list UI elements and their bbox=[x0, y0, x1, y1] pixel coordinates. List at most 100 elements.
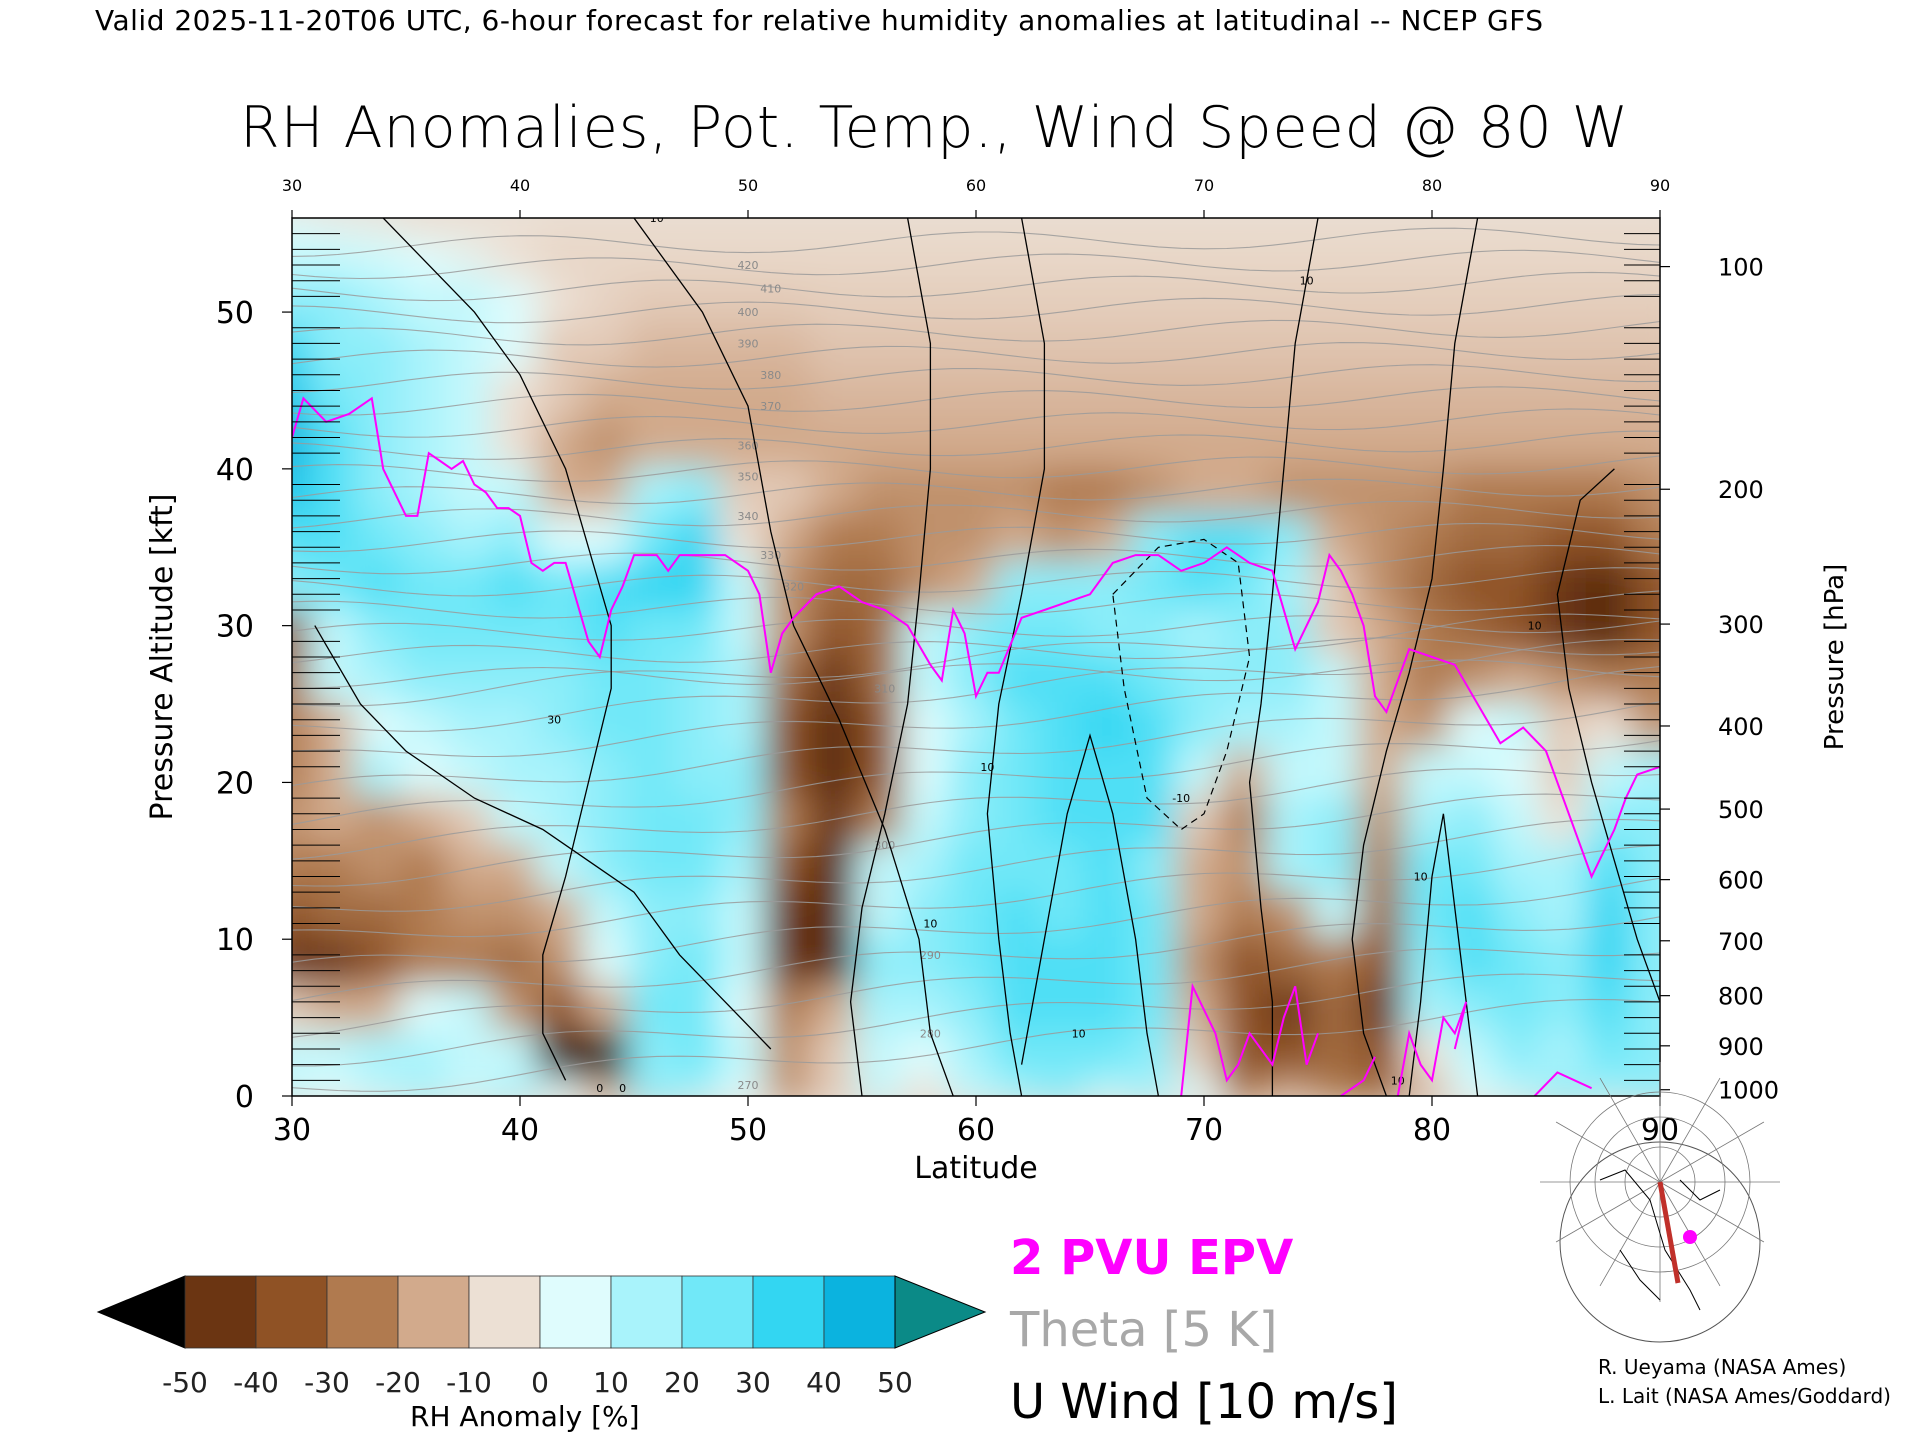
colorbar-tick-label: 30 bbox=[735, 1366, 771, 1399]
x-tick-label: 40 bbox=[501, 1113, 539, 1148]
epv-fragment bbox=[1180, 982, 1319, 1096]
colorbar-swatch bbox=[397, 1275, 470, 1349]
x-top-tick-label: 60 bbox=[966, 176, 986, 195]
rh-cell bbox=[1038, 218, 1096, 240]
theta-isoline bbox=[292, 567, 1660, 597]
y-right-tick-label: 500 bbox=[1718, 796, 1764, 824]
y-tick-label: 20 bbox=[216, 766, 254, 801]
theta-isoline bbox=[292, 544, 1660, 575]
map-meridian bbox=[1659, 1077, 1721, 1183]
x-tick-label: 80 bbox=[1413, 1113, 1451, 1148]
theta-isoline bbox=[292, 637, 1660, 664]
rh-cell bbox=[445, 218, 504, 240]
rh-cell bbox=[400, 218, 458, 240]
u-wind-isoline bbox=[382, 218, 612, 1081]
colorbar-swatch bbox=[823, 1275, 896, 1349]
theta-label: 360 bbox=[738, 439, 759, 452]
y-right-tick-label: 300 bbox=[1718, 611, 1764, 639]
rh-cell bbox=[582, 218, 640, 240]
theta-isoline bbox=[292, 408, 1660, 438]
map-meridian bbox=[1555, 1121, 1661, 1183]
y-tick-label: 40 bbox=[216, 453, 254, 488]
theta-isoline bbox=[292, 665, 1660, 758]
colorbar-tick-label: 10 bbox=[593, 1366, 629, 1399]
theta-isoline bbox=[292, 522, 1660, 553]
u-wind-isoline bbox=[986, 218, 1046, 1096]
x-top-tick-label: 80 bbox=[1422, 176, 1442, 195]
colorbar-swatch bbox=[752, 1275, 825, 1349]
theta-isoline bbox=[292, 998, 1660, 1092]
y-tick-label: 0 bbox=[235, 1080, 254, 1115]
rh-cell bbox=[308, 218, 367, 240]
legend-wind: U Wind [10 m/s] bbox=[1010, 1374, 1399, 1430]
theta-label: 340 bbox=[738, 510, 759, 523]
epv-2pvu-layer bbox=[292, 396, 1660, 1096]
theta-isoline bbox=[292, 818, 1660, 912]
u-wind-isoline bbox=[849, 218, 932, 1096]
x-top-tick-label: 30 bbox=[282, 176, 302, 195]
colorbar-tick-label: 20 bbox=[664, 1366, 700, 1399]
u-wind-label: 10 bbox=[980, 761, 994, 774]
rh-cell bbox=[1084, 218, 1142, 240]
colorbar-swatch bbox=[184, 1275, 257, 1349]
theta-isoline bbox=[292, 319, 1660, 346]
map-meridian bbox=[1659, 1181, 1765, 1243]
y-right-tick-label: 900 bbox=[1718, 1033, 1764, 1061]
x-top-tick-label: 90 bbox=[1650, 176, 1670, 195]
colorbar-swatch bbox=[255, 1275, 328, 1349]
epv-fragment bbox=[1340, 1056, 1376, 1096]
theta-isoline bbox=[292, 500, 1660, 529]
theta-isoline bbox=[292, 701, 1660, 787]
y-tick-label: 50 bbox=[216, 296, 254, 331]
u-wind-negative-isoline bbox=[1112, 538, 1251, 831]
theta-isoline bbox=[292, 249, 1660, 280]
theta-label: 410 bbox=[760, 283, 781, 296]
colorbar-tick-label: -10 bbox=[446, 1366, 492, 1399]
colorbar-under-arrow bbox=[96, 1275, 186, 1349]
rh-cell bbox=[1175, 218, 1233, 240]
y-right-tick-label: 700 bbox=[1718, 928, 1764, 956]
x-axis-label: Latitude bbox=[914, 1151, 1037, 1186]
rh-cell bbox=[536, 218, 595, 240]
theta-label: 300 bbox=[874, 839, 895, 852]
theta-isoline bbox=[292, 659, 1660, 689]
u-wind-isoline bbox=[633, 218, 954, 1096]
field-cells bbox=[292, 218, 1660, 1096]
rh-cell bbox=[1357, 218, 1416, 240]
colorbar-tick-label: -40 bbox=[233, 1366, 279, 1399]
theta-label: 400 bbox=[738, 306, 759, 319]
colorbar-swatch bbox=[610, 1275, 683, 1349]
rh-cell bbox=[354, 218, 412, 240]
rh-cell bbox=[1266, 218, 1324, 240]
colorbar: -50 -40 -30 -20 -10 0 10 20 30 40 50 bbox=[96, 1275, 987, 1399]
map-marker bbox=[1683, 1230, 1697, 1244]
axes: 30 30 40 40 50 50 60 60 70 70 80 80 90 900 10 20 30 40 50 1… bbox=[145, 176, 1850, 1186]
theta-isoline bbox=[292, 227, 1660, 257]
map-meridian bbox=[1599, 1077, 1661, 1183]
y-right-tick-label: 1000 bbox=[1718, 1077, 1779, 1105]
theta-label: 370 bbox=[760, 400, 781, 413]
y-tick-label: 30 bbox=[216, 610, 254, 645]
colorbar-tick-label: 40 bbox=[806, 1366, 842, 1399]
rh-cell bbox=[856, 218, 914, 240]
y-right-tick-label: 200 bbox=[1718, 476, 1764, 504]
colorbar-tick-label: 50 bbox=[877, 1366, 913, 1399]
map-meridian bbox=[1659, 1121, 1765, 1183]
x-top-tick-label: 40 bbox=[510, 176, 530, 195]
credit-lait: L. Lait (NASA Ames/Goddard) bbox=[1598, 1384, 1891, 1408]
map-transect bbox=[1657, 1181, 1681, 1284]
theta-isoline bbox=[292, 342, 1660, 368]
y-axis-label-left: Pressure Altitude [kft] bbox=[145, 494, 180, 821]
x-top-tick-label: 70 bbox=[1194, 176, 1214, 195]
u-wind-isoline bbox=[1020, 733, 1160, 1096]
theta-isoline bbox=[292, 271, 1660, 302]
u-wind-label: 10 bbox=[1414, 871, 1428, 884]
theta-contours: 2702802903003103203303403503603703803904… bbox=[292, 227, 1660, 1092]
theta-isoline bbox=[292, 739, 1660, 825]
x-tick-label: 70 bbox=[1185, 1113, 1223, 1148]
theta-isoline bbox=[292, 430, 1660, 460]
y-right-tick-label: 800 bbox=[1718, 983, 1764, 1011]
theta-isoline bbox=[292, 916, 1660, 1002]
theta-label: 350 bbox=[738, 471, 759, 484]
